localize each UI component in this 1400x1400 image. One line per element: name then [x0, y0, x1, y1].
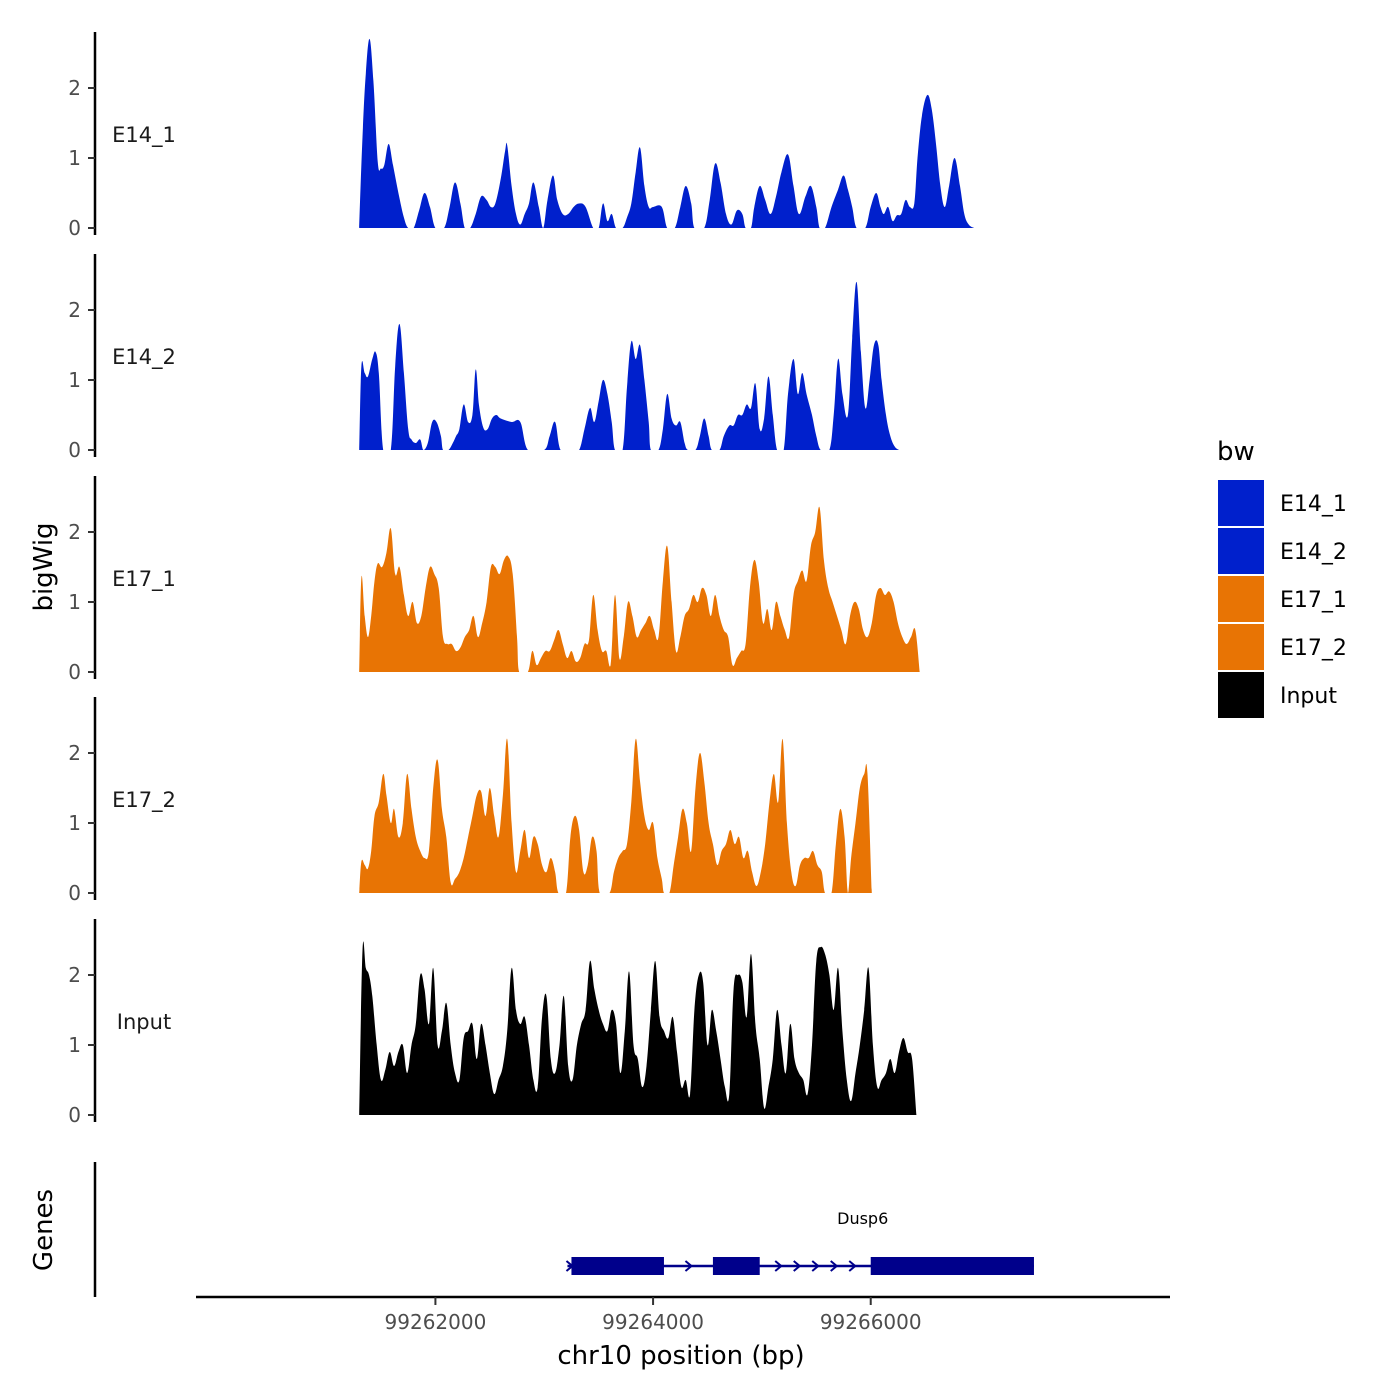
y-axis-title-group: bigWig [29, 522, 59, 611]
strand-arrow [684, 1260, 694, 1272]
x-tick-label: 99264000 [602, 1310, 704, 1334]
track-e14-1: 0 1 2 E14_1 [68, 32, 975, 240]
track-input: 0 1 2 Input [68, 919, 917, 1127]
y-tick-label: 2 [68, 963, 81, 987]
legend-swatch [1218, 672, 1264, 718]
y-tick-label: 0 [68, 438, 81, 462]
gene-exon [712, 1257, 760, 1275]
y-axis-title: bigWig [29, 522, 59, 611]
x-tick-label: 99266000 [820, 1310, 922, 1334]
y-tick-label: 0 [68, 1103, 81, 1127]
y-tick-label: 0 [68, 660, 81, 684]
y-tick-label: 2 [68, 741, 81, 765]
y-tick-label: 0 [68, 216, 81, 240]
gene-name-label: Dusp6 [837, 1209, 888, 1228]
y-tick-label: 1 [68, 811, 81, 835]
y-tick-label: 2 [68, 76, 81, 100]
legend-swatch [1218, 528, 1264, 574]
track-e17-1: 0 1 2 E17_1 [68, 476, 920, 684]
legend: bw E14_1 E14_2 E17_1 E17_2 Input [1217, 437, 1347, 718]
legend-item-e17-1: E17_1 [1218, 576, 1347, 622]
gene-panel: Genes Dusp6 [29, 1162, 1034, 1297]
track-label: E17_1 [112, 567, 176, 592]
strand-arrow [811, 1260, 820, 1272]
y-tick-label: 1 [68, 1033, 81, 1057]
strand-arrow [830, 1260, 839, 1272]
legend-swatch [1218, 624, 1264, 670]
y-tick-label: 1 [68, 590, 81, 614]
legend-label: E17_2 [1280, 636, 1347, 661]
track-label: Input [117, 1010, 171, 1034]
legend-item-input: Input [1218, 672, 1337, 718]
y-tick-label: 1 [68, 368, 81, 392]
strand-arrow [793, 1260, 802, 1272]
y-tick-label: 0 [68, 881, 81, 905]
strand-arrow [848, 1260, 857, 1272]
x-tick-label: 99262000 [385, 1310, 487, 1334]
track-e17-2: 0 1 2 E17_2 [68, 697, 872, 905]
track-e14-2: 0 1 2 E14_2 [68, 254, 899, 462]
coverage-area-input [359, 941, 917, 1115]
legend-item-e14-2: E14_2 [1218, 528, 1347, 574]
strand-arrow [774, 1260, 783, 1272]
gene-exon [870, 1257, 1034, 1275]
track-label: E14_2 [112, 345, 176, 370]
legend-item-e14-1: E14_1 [1218, 480, 1347, 526]
y-tick-label: 2 [68, 520, 81, 544]
gene-exon [571, 1257, 664, 1275]
coverage-tracks: 0 1 2 E14_1 0 1 2 E14_2 0 1 2 E17_1 0 1 2 E17_2 0 1 2 Input… [29, 32, 975, 1127]
y-tick-label: 2 [68, 298, 81, 322]
legend-swatch [1218, 480, 1264, 526]
legend-label: Input [1280, 684, 1337, 709]
legend-label: E14_1 [1280, 492, 1347, 517]
legend-label: E14_2 [1280, 540, 1347, 565]
track-label: E14_1 [112, 123, 176, 148]
x-axis: 99262000 99264000 99266000 chr10 position (… [196, 1295, 1170, 1371]
genes-axis-title: Genes [29, 1189, 59, 1271]
track-label: E17_2 [112, 788, 176, 813]
legend-title: bw [1217, 437, 1255, 467]
coverage-area-e17-2 [359, 738, 872, 893]
x-axis-title: chr10 position (bp) [557, 1341, 804, 1371]
legend-label: E17_1 [1280, 588, 1347, 613]
coverage-area-e14-1 [359, 38, 975, 228]
legend-swatch [1218, 576, 1264, 622]
coverage-area-e17-1 [359, 506, 920, 672]
coverage-area-e14-2 [359, 281, 899, 450]
y-tick-label: 1 [68, 146, 81, 170]
legend-item-e17-2: E17_2 [1218, 624, 1347, 670]
